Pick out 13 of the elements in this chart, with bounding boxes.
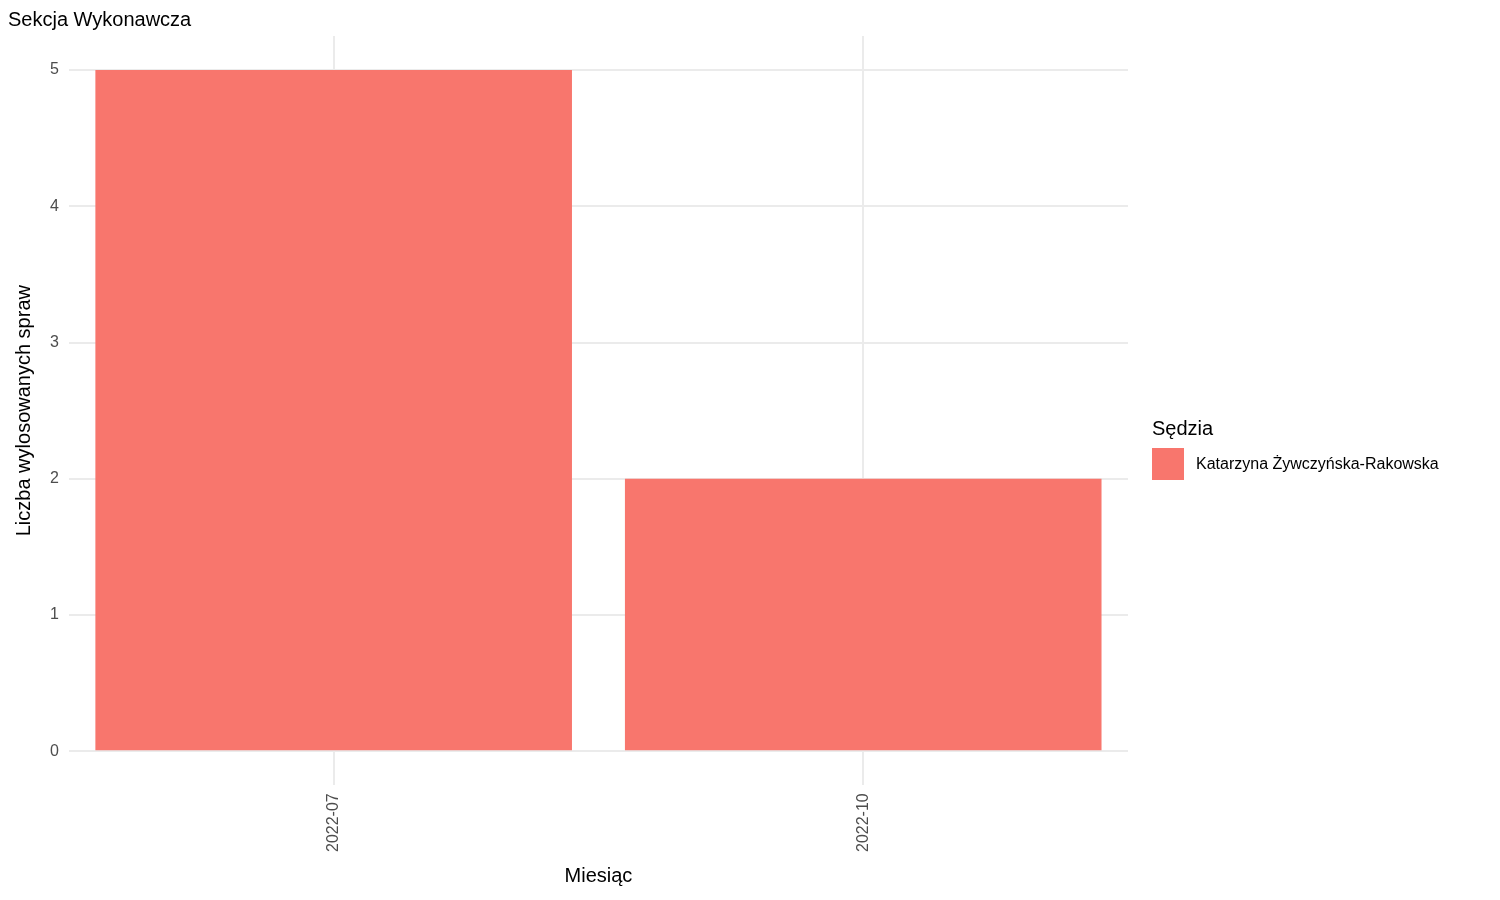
- y-tick-label: 0: [49, 741, 59, 759]
- y-tick-label: 2: [49, 469, 59, 487]
- legend-title: Sędzia: [1152, 416, 1215, 440]
- y-tick-label: 1: [49, 605, 59, 623]
- x-tick-label: 2022-10: [853, 793, 871, 852]
- chart-title: Sekcja Wykonawcza: [8, 7, 193, 30]
- legend-label: Katarzyna Żywczyńska-Rakowska: [1196, 454, 1439, 473]
- x-tick-label: 2022-07: [324, 793, 342, 852]
- y-tick-label: 3: [49, 332, 59, 350]
- y-tick-label: 4: [49, 196, 59, 214]
- x-axis-title: Miesiąc: [564, 863, 633, 886]
- y-tick-label: 5: [49, 60, 59, 78]
- y-axis-title: Liczba wylosowanych spraw: [11, 284, 34, 537]
